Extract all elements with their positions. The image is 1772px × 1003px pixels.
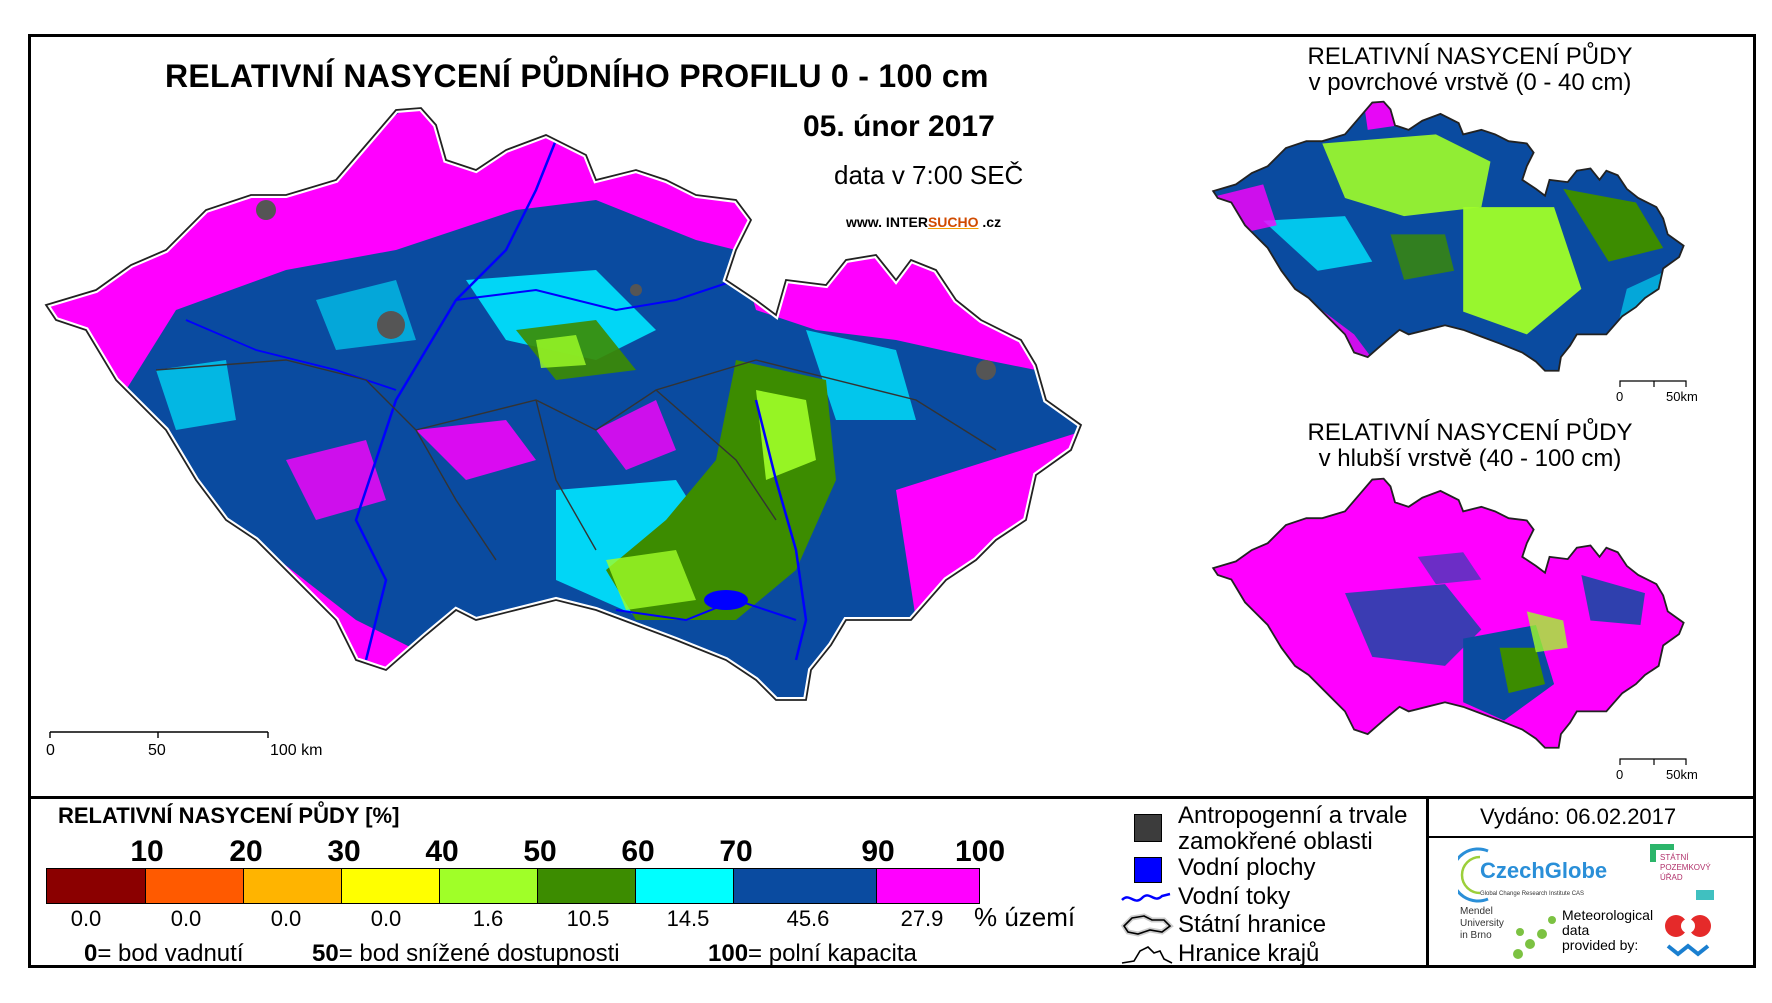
anthropogenic-line2: zamokřené oblasti [1178,828,1373,855]
meteo-line2: data [1562,922,1590,938]
scale-label-100: 100 km [270,742,322,759]
legend-pct-3: 0.0 [370,906,402,931]
legend-divider [28,796,1756,799]
ref-reduced-num: 50 [312,940,339,967]
website-suffix: .cz [978,214,1002,230]
region-border-label: Hranice krajů [1178,940,1320,967]
inset-bottom-map [1211,477,1685,749]
legend-colorbar [46,868,980,904]
state-border-label: Státní hranice [1178,911,1327,938]
inset-top-title: RELATIVNÍ NASYCENÍ PŮDY v povrchové vrst… [1240,44,1700,96]
legend-pct-1: 0.0 [170,906,202,931]
spu-line2: POZEMKOVÝ [1660,863,1711,872]
inset-bottom-title: RELATIVNÍ NASYCENÍ PŮDY v hlubší vrstvě … [1240,420,1700,472]
legend-pct-7: 45.6 [786,906,830,931]
legend-pct-8: 27.9 [900,906,944,931]
legend-tick-90: 90 [861,835,895,868]
legend-class-6 [636,869,734,903]
main-date: 05. únor 2017 [803,110,995,143]
inset-top-map [1211,100,1685,372]
legend-tick-40: 40 [425,835,459,868]
state-border-icon [1120,913,1174,937]
water-courses-label: Vodní toky [1178,883,1291,910]
main-scalebar: 0 50 100 km [46,731,322,759]
mendel-line2: University [1460,918,1504,929]
legend-pct-6: 14.5 [666,906,710,931]
issued-date: Vydáno: 06.02.2017 [1480,804,1677,829]
issued-divider [1426,836,1756,838]
legend-ref-reduced: 50= bod snížené dostupnosti [312,940,620,968]
website-prefix: www. INTER [846,214,928,230]
legend-tick-20: 20 [229,835,263,868]
spu-line3: ÚŘAD [1660,873,1683,882]
legend-class-0 [47,869,146,903]
ref-capacity-text: = polní kapacita [748,940,917,967]
czechglobe-sub: Global Change Research Institute CAS [1480,891,1584,897]
meteo-line3: provided by: [1562,937,1639,953]
inset-bottom-scale-0: 0 [1616,767,1623,782]
legend-class-3 [342,869,440,903]
inset-bottom-scalebar: 0 50km [1616,758,1698,782]
legend-tick-10: 10 [130,835,164,868]
legend-title: RELATIVNÍ NASYCENÍ PŮDY [%] [58,803,400,828]
meteo-line1: Meteorological [1562,907,1654,923]
legend-ref-capacity: 100= polní kapacita [708,940,917,968]
water-bodies-label: Vodní plochy [1178,854,1316,881]
inset-top-title-line1: RELATIVNÍ NASYCENÍ PŮDY [1307,43,1633,70]
mendel-logo: Mendel University in Brno [1460,906,1556,959]
main-title: RELATIVNÍ NASYCENÍ PŮDNÍHO PROFILU 0 - 1… [165,58,989,94]
chmi-logo [1665,915,1711,957]
legend-pct-0: 0.0 [70,906,102,931]
meteo-credit: Meteorological data provided by: [1562,908,1653,953]
scale-label-50: 50 [148,742,166,759]
legend-class-2 [244,869,342,903]
inset-top-scalebar: 0 50km [1616,380,1698,404]
water-bodies-swatch [1134,857,1162,883]
website-link[interactable]: www. INTERSUCHO .cz [846,214,1001,230]
ref-capacity-num: 100 [708,940,749,967]
legend-tick-30: 30 [327,835,361,868]
mendel-line3: in Brno [1460,930,1492,941]
mendel-line1: Mendel [1460,906,1493,917]
website-highlight: SUCHO [927,214,979,230]
spu-logo: STÁTNÍ POZEMKOVÝ ÚŘAD [1650,844,1714,900]
legend-tick-100: 100 [954,835,1006,868]
legend-pct-5: 10.5 [566,906,610,931]
inset-bottom-scale-50: 50km [1666,767,1698,782]
inset-top-scale-0: 0 [1616,389,1623,404]
ref-reduced-text: = bod snížené dostupnosti [338,940,620,967]
legend-tick-50: 50 [523,835,557,868]
main-map [41,104,1085,703]
inset-bottom-title-line2: v hlubší vrstvě (40 - 100 cm) [1318,445,1622,472]
anthropogenic-swatch [1134,814,1162,842]
legend-tick-60: 60 [621,835,655,868]
czechglobe-name: CzechGlobe [1480,858,1607,883]
legend-class-8 [877,869,979,903]
czechglobe-logo: CzechGlobe Global Change Research Instit… [1458,847,1607,903]
main-time: data v 7:00 SEČ [834,160,1024,190]
legend-pct-2: 0.0 [270,906,302,931]
legend-class-5 [538,869,636,903]
scale-label-0: 0 [46,742,55,759]
inset-top-title-line2: v povrchové vrstvě (0 - 40 cm) [1308,69,1632,96]
ref-wilting-text: = bod vadnutí [97,940,244,967]
inset-bottom-title-line1: RELATIVNÍ NASYCENÍ PŮDY [1307,419,1633,446]
ref-wilting-num: 0 [84,940,98,967]
spu-line1: STÁTNÍ [1660,853,1689,862]
legend-ref-wilting: 0= bod vadnutí [84,940,243,968]
footer-divider [1426,796,1429,968]
legend-class-7 [734,869,877,903]
region-border-icon [1121,946,1173,964]
water-courses-icon [1121,892,1171,902]
legend-pct-unit: % území [974,902,1076,932]
anthropogenic-line1: Antropogenní a trvale [1178,802,1408,829]
legend-tick-70: 70 [719,835,753,868]
anthropogenic-label: Antropogenní a trvale zamokřené oblasti [1178,803,1408,855]
legend-pct-4: 1.6 [472,906,504,931]
inset-top-scale-50: 50km [1666,389,1698,404]
legend-class-4 [440,869,538,903]
legend-class-1 [146,869,244,903]
